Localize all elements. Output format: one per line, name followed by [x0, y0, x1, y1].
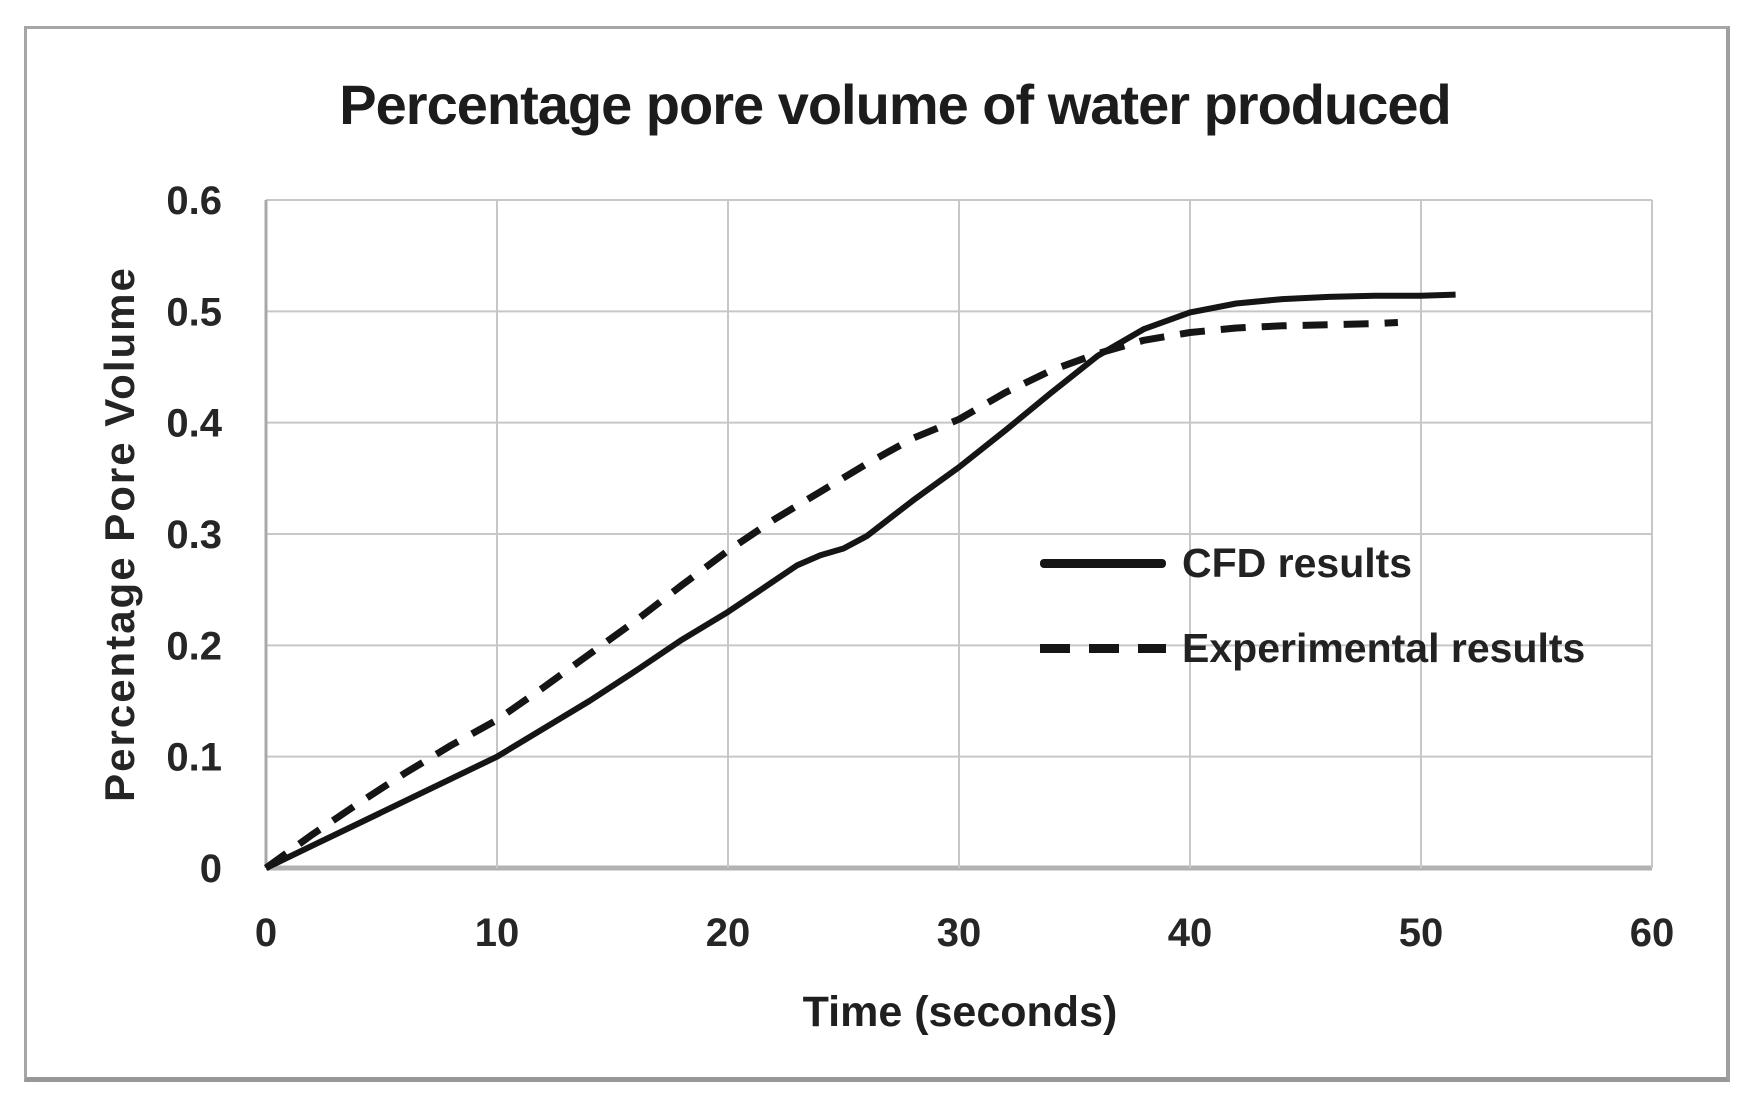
legend-label-cfd: CFD results [1182, 539, 1413, 586]
solid-line-swatch [1040, 558, 1166, 568]
y-tick-label: 0 [200, 847, 222, 891]
legend-item-cfd: CFD results [1040, 535, 1412, 591]
chart-frame [24, 26, 1730, 1082]
x-tick-label: 40 [1168, 911, 1213, 955]
legend-item-experimental: Experimental results [1040, 620, 1585, 676]
y-tick-label: 0.4 [166, 402, 222, 446]
cfd-curve [264, 291, 1456, 871]
y-tick-label: 0.3 [166, 513, 222, 557]
y-tick-label: 0.6 [166, 179, 222, 223]
x-tick-label: 0 [255, 911, 277, 955]
dashed-line-swatch [1040, 643, 1166, 653]
chart-title: Percentage pore volume of water produced [339, 73, 1451, 136]
y-tick-label: 0.5 [166, 290, 222, 334]
x-axis-title: Time (seconds) [802, 988, 1118, 1036]
y-tick-label: 0.1 [166, 736, 222, 780]
experimental-curve [263, 319, 1399, 871]
x-tick-label: 60 [1630, 911, 1675, 955]
x-tick-label: 50 [1399, 911, 1444, 955]
x-tick-label: 10 [475, 911, 520, 955]
x-tick-label: 20 [706, 911, 751, 955]
y-tick-label: 0.2 [166, 624, 222, 668]
legend-label-experimental: Experimental results [1182, 624, 1586, 671]
x-tick-label: 30 [937, 911, 982, 955]
